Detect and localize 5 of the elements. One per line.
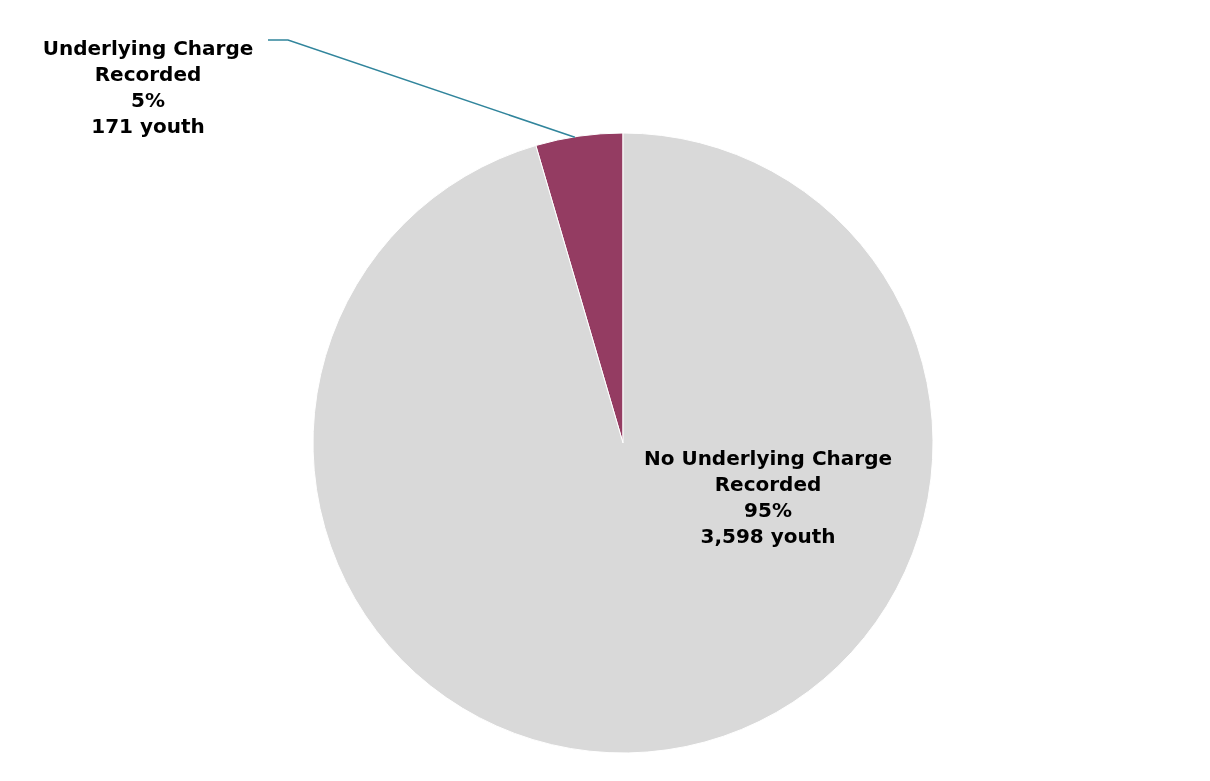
pie-slice: [312, 132, 934, 754]
data-label: 95% 3,598 youth: [700, 497, 836, 548]
slice-label: No Underlying Charge Recorded: [643, 445, 893, 496]
slice-label: Underlying Charge Recorded: [42, 35, 254, 86]
data-label: 5% 171 youth: [91, 87, 205, 138]
